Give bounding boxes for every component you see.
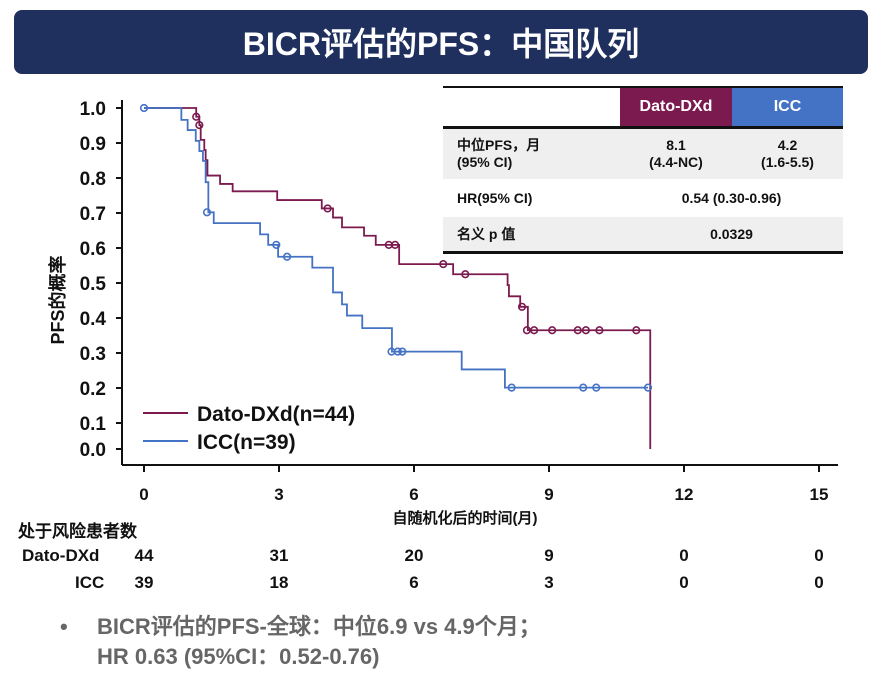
censor-mark bbox=[139, 103, 149, 113]
y-tick-label: 0.8 bbox=[80, 169, 106, 190]
y-tick-label: 0.0 bbox=[80, 440, 106, 461]
curves bbox=[139, 103, 653, 449]
header-icc: ICC bbox=[732, 88, 843, 126]
censor-mark bbox=[507, 383, 516, 392]
censor-mark bbox=[393, 347, 402, 356]
bullet-icon: • bbox=[60, 614, 68, 639]
risk-value: 20 bbox=[404, 546, 424, 565]
x-tick-label: 12 bbox=[675, 485, 694, 504]
header-dato: Dato-DXd bbox=[620, 88, 732, 126]
y-tick-label: 0.7 bbox=[80, 204, 106, 225]
censor-mark bbox=[323, 204, 332, 213]
risk-label-dato: Dato-DXd bbox=[22, 546, 100, 565]
censor-mark bbox=[272, 240, 281, 249]
risk-value: 3 bbox=[544, 573, 554, 592]
y-axis-label: PFS的概率 bbox=[47, 255, 68, 344]
risk-value: 9 bbox=[544, 546, 554, 565]
censor-mark bbox=[548, 326, 557, 335]
censor-mark bbox=[192, 112, 201, 121]
censor-mark bbox=[283, 252, 292, 261]
bullet-line-2: HR 0.63 (95%CI：0.52-0.76) bbox=[97, 644, 380, 669]
censor-mark bbox=[530, 326, 539, 335]
censor-mark bbox=[581, 326, 591, 335]
table-header-row: Dato-DXd ICC bbox=[443, 86, 843, 129]
slide-title: BICR评估的PFS：中国队列 bbox=[14, 10, 868, 74]
risk-value: 39 bbox=[134, 573, 154, 592]
table-row-hr: HR(95% CI) 0.54 (0.30-0.96) bbox=[457, 190, 782, 206]
legend: Dato-DXd(n=44) ICC(n=39) bbox=[143, 403, 355, 454]
x-tick-label: 6 bbox=[409, 485, 418, 504]
risk-value: 44 bbox=[134, 546, 154, 565]
legend-label-dato: Dato-DXd(n=44) bbox=[197, 403, 355, 426]
censor-mark bbox=[573, 326, 582, 335]
risk-value: 18 bbox=[269, 573, 289, 592]
censor-mark bbox=[461, 270, 470, 279]
risk-value: 6 bbox=[409, 573, 419, 592]
axes: 1.0 0.9 0.8 0.7 0.6 0.5 0.4 0.3 0.2 0.1 0.0 0 3 6 9 12 1… bbox=[80, 99, 838, 504]
km-curve-icc bbox=[144, 107, 648, 389]
censor-mark bbox=[195, 121, 204, 130]
censor-mark bbox=[643, 383, 653, 392]
y-tick-label: 0.5 bbox=[80, 274, 107, 295]
risk-label-icc: ICC bbox=[75, 573, 105, 592]
risk-value: 31 bbox=[269, 546, 289, 565]
censor-mark bbox=[632, 326, 641, 335]
results-table: Dato-DXd ICC 中位PFS，月 (95% CI) 8.1 (4.4-NC)… bbox=[443, 86, 843, 254]
censor-mark bbox=[391, 240, 400, 249]
bullet-line-1: BICR评估的PFS-全球：中位6.9 vs 4.9个月； bbox=[97, 614, 541, 639]
x-tick-label: 0 bbox=[139, 485, 148, 504]
censor-mark bbox=[592, 383, 601, 392]
censor-mark bbox=[202, 208, 212, 217]
censor-mark bbox=[579, 383, 588, 392]
table-row-p-value: 名义 p 值 0.0329 bbox=[443, 217, 843, 254]
risk-value: 0 bbox=[814, 573, 824, 592]
censor-mark bbox=[398, 347, 407, 356]
x-tick-label: 15 bbox=[810, 485, 829, 504]
x-axis-label: 自随机化后的时间(月) bbox=[393, 509, 538, 527]
y-tick-label: 0.3 bbox=[80, 344, 106, 365]
y-tick-label: 0.4 bbox=[80, 309, 107, 330]
x-tick-label: 9 bbox=[544, 485, 553, 504]
censor-mark bbox=[517, 302, 527, 311]
risk-value: 0 bbox=[679, 546, 689, 565]
y-tick-label: 0.6 bbox=[80, 239, 106, 260]
y-tick-label: 1.0 bbox=[80, 99, 106, 120]
risk-table-title: 处于风险患者数 bbox=[18, 522, 137, 541]
censor-mark bbox=[439, 260, 448, 269]
legend-label-icc: ICC(n=39) bbox=[197, 431, 296, 454]
y-tick-label: 0.9 bbox=[80, 134, 106, 155]
y-tick-label: 0.2 bbox=[80, 379, 106, 400]
risk-value: 0 bbox=[679, 573, 689, 592]
km-curve-dato bbox=[144, 107, 652, 449]
y-tick-label: 0.1 bbox=[80, 414, 107, 435]
risk-value: 0 bbox=[814, 546, 824, 565]
x-tick-label: 3 bbox=[274, 485, 283, 504]
censor-mark bbox=[595, 326, 604, 335]
table-row-median-pfs: 中位PFS，月 (95% CI) 8.1 (4.4-NC) 4.2 (1.6-5.5) bbox=[443, 129, 843, 179]
